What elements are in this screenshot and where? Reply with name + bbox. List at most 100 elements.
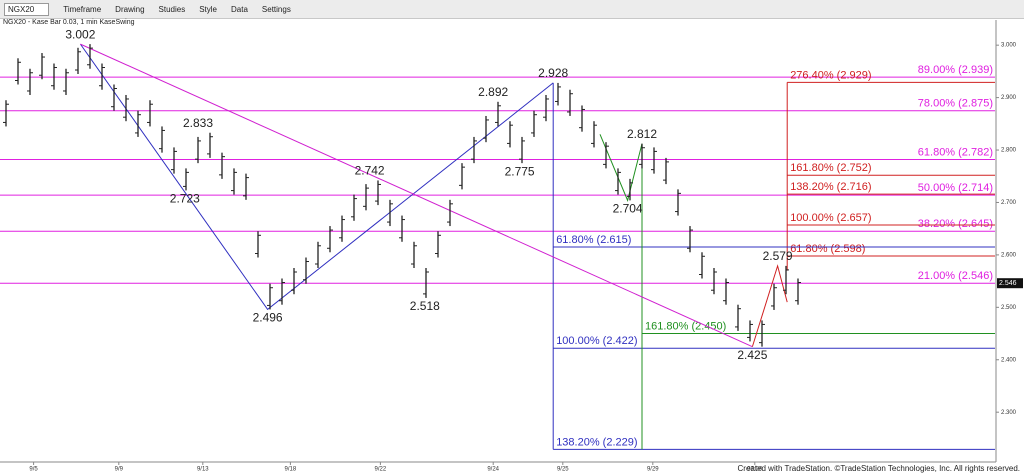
- price-bar: [795, 278, 801, 305]
- price-bar: [663, 157, 669, 185]
- price-bar: [327, 226, 333, 253]
- price-bar: [591, 121, 597, 148]
- price-bar: [495, 101, 501, 127]
- menu-item[interactable]: Settings: [261, 4, 291, 14]
- last-price-label: 2.546: [999, 280, 1017, 287]
- menu-item[interactable]: Timeframe: [63, 4, 102, 14]
- price-bar: [603, 142, 609, 169]
- swing-label: 2.775: [505, 164, 535, 178]
- x-tick-label: 9/13: [197, 467, 209, 473]
- price-bar: [783, 265, 789, 295]
- price-bar: [747, 320, 753, 342]
- chart-subtitle: NGX20 - Kase Bar 0.03, 1 min KaseSwing: [3, 19, 135, 26]
- fib-label: 276.40% (2.929): [790, 69, 871, 81]
- price-bar: [519, 136, 525, 164]
- x-tick-label: 9/18: [285, 467, 297, 473]
- price-bar: [291, 268, 297, 295]
- price-bar: [207, 132, 213, 158]
- price-bar: [171, 147, 177, 174]
- price-bar: [147, 100, 153, 127]
- y-tick-label: 2.600: [1001, 252, 1017, 258]
- trend-line: [79, 43, 554, 311]
- price-bar: [15, 58, 21, 85]
- price-bar: [363, 184, 369, 211]
- price-bar: [555, 82, 561, 106]
- fib-label: 100.00% (2.422): [556, 335, 637, 347]
- price-bar: [39, 53, 45, 80]
- x-tick-label: 9/5: [29, 467, 38, 473]
- price-bar: [651, 147, 657, 174]
- price-bar: [507, 121, 513, 148]
- x-tick-label: 07:00: [747, 467, 763, 473]
- x-tick-label: 9/24: [487, 467, 499, 473]
- swing-label: 2.579: [763, 249, 793, 263]
- price-bar: [771, 283, 777, 310]
- price-bar: [243, 173, 249, 200]
- fib-label: 50.00% (2.714): [918, 182, 993, 194]
- toolbar: NGX20 Timeframe Drawing Studies Style Da…: [0, 0, 1024, 19]
- price-bar: [135, 110, 141, 137]
- price-bar: [279, 278, 285, 305]
- price-bar: [351, 194, 357, 221]
- price-bar: [399, 215, 405, 242]
- menu-item[interactable]: Drawing: [115, 4, 145, 14]
- menu-item[interactable]: Data: [231, 4, 248, 14]
- price-bar: [675, 189, 681, 216]
- swing-label: 2.742: [355, 164, 385, 178]
- fib-label: 38.20% (2.645): [918, 218, 993, 230]
- price-bar: [375, 180, 381, 206]
- price-bar: [711, 268, 717, 295]
- price-bar: [615, 168, 621, 195]
- fib-label: 161.80% (2.450): [645, 320, 726, 332]
- price-bar: [579, 105, 585, 132]
- fib-label: 78.00% (2.875): [918, 98, 993, 110]
- menu-item[interactable]: Style: [199, 4, 217, 14]
- fib-label: 161.80% (2.752): [790, 162, 871, 174]
- symbol-box[interactable]: NGX20: [4, 2, 50, 16]
- price-bar: [699, 252, 705, 279]
- price-bar: [315, 241, 321, 269]
- price-bar: [543, 94, 549, 122]
- trend-line: [599, 134, 643, 202]
- price-bar: [435, 231, 441, 258]
- price-bar: [87, 44, 93, 69]
- y-tick-label: 2.700: [1001, 200, 1017, 206]
- price-bar: [99, 63, 105, 90]
- price-bar: [471, 136, 477, 164]
- price-bar: [75, 47, 81, 75]
- price-bar: [219, 152, 225, 179]
- x-tick-label: 9/25: [557, 467, 569, 473]
- price-bar: [459, 163, 465, 190]
- y-tick-label: 2.400: [1001, 357, 1017, 363]
- y-tick-label: 3.000: [1001, 43, 1017, 49]
- y-tick-label: 2.800: [1001, 148, 1017, 154]
- price-bar: [267, 283, 273, 310]
- menu-item[interactable]: Studies: [158, 4, 186, 14]
- trend-line: [751, 264, 788, 347]
- price-bar: [723, 278, 729, 305]
- swing-label: 2.928: [538, 66, 568, 80]
- fib-label: 61.80% (2.598): [790, 243, 865, 255]
- swing-label: 2.704: [613, 202, 643, 216]
- x-tick-label: 9/29: [647, 467, 659, 473]
- price-bar: [27, 68, 33, 95]
- price-bar: [759, 320, 765, 347]
- y-tick-label: 2.900: [1001, 95, 1017, 101]
- footer: Created with TradeStation. ©TradeStation…: [738, 464, 1021, 473]
- fib-label: 138.20% (2.229): [556, 436, 637, 448]
- trend-line: [80, 43, 753, 348]
- swing-label: 2.892: [478, 85, 508, 99]
- price-bar: [111, 84, 117, 111]
- swing-label: 2.812: [627, 127, 657, 141]
- swing-label: 3.002: [65, 27, 95, 41]
- price-bar: [63, 68, 69, 95]
- swing-label: 2.833: [183, 116, 213, 130]
- price-bar: [567, 89, 573, 116]
- price-bar: [687, 226, 693, 253]
- fib-label: 89.00% (2.939): [918, 64, 993, 76]
- fib-label: 138.20% (2.716): [790, 181, 871, 193]
- fib-label: 100.00% (2.657): [790, 212, 871, 224]
- price-bar: [195, 136, 201, 164]
